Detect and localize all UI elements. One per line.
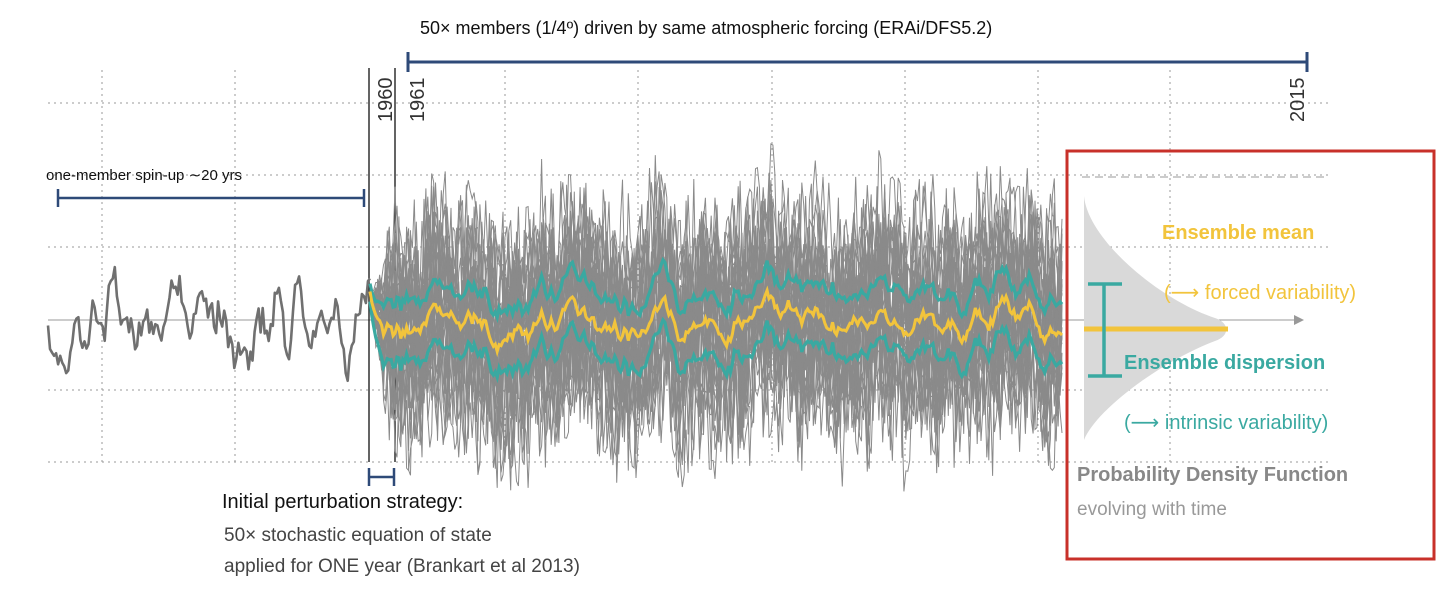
year-1960-label: 1960 [375, 78, 397, 123]
year-1961-label: 1961 [407, 78, 429, 123]
spinup-bracket [56, 189, 366, 207]
ensemble-dispersion-lower-line [368, 301, 1064, 384]
ensemble-period-bracket [406, 52, 1309, 72]
ensemble-mean-label: Ensemble mean [1162, 222, 1314, 244]
ensemble-mean-note: (⟶ forced variability) [1164, 282, 1356, 304]
ensemble-member-line [369, 172, 1063, 458]
perturbation-bracket [367, 468, 396, 486]
pdf-shape [1084, 196, 1227, 440]
ensemble-mean-line [368, 285, 1064, 358]
perturbation-line-1: 50× stochastic equation of state [224, 525, 492, 546]
pdf-dispersion-marker [1088, 282, 1122, 378]
pdf-title: Probability Density Function [1077, 464, 1348, 486]
ensemble-dispersion-note: (⟶ intrinsic variability) [1124, 412, 1328, 434]
pdf-highlight-box [1065, 149, 1436, 561]
perturbation-line-2: applied for ONE year (Brankart et al 201… [224, 556, 580, 577]
ensemble-member-line [369, 166, 1063, 454]
year-2015-label: 2015 [1287, 78, 1309, 123]
ensemble-dispersion-label: Ensemble dispersion [1124, 352, 1325, 374]
ensemble-title: 50× members (1/4º) driven by same atmosp… [420, 18, 992, 38]
pdf-panel: Ensemble mean (⟶ forced variability) Ens… [1065, 149, 1436, 561]
perturbation-heading: Initial perturbation strategy: [222, 491, 463, 513]
spinup-timeseries [46, 265, 372, 383]
ensemble-member-line [369, 182, 1063, 449]
pdf-subtitle: evolving with time [1077, 499, 1227, 520]
spinup-label: one-member spin-up ∼20 yrs [46, 167, 242, 184]
ensemble-dispersion-upper-line [368, 256, 1064, 324]
